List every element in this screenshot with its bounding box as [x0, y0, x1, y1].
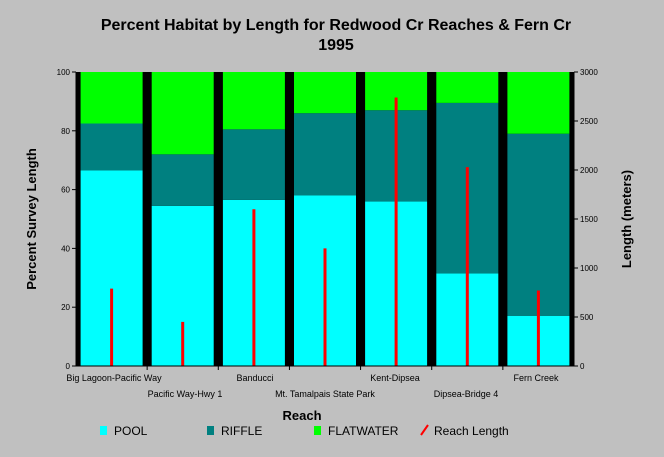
y-tick-label-2: 40 [61, 244, 70, 253]
bar-riffle-1 [151, 154, 214, 206]
bar-riffle-6 [507, 133, 570, 316]
category-label-1: Pacific Way-Hwy 1 [148, 389, 223, 399]
category-labels: Big Lagoon-Pacific Way Pacific Way-Hwy 1 B… [66, 358, 559, 399]
y2-tick-label-5: 2500 [580, 117, 598, 126]
legend-swatch-flatwater [314, 426, 321, 435]
category-label-3: Mt. Tamalpais State Park [275, 389, 375, 399]
bar-riffle-2 [222, 129, 285, 200]
y-tick-label-1: 20 [61, 303, 70, 312]
legend-swatch-pool [100, 426, 107, 435]
legend-label-1: RIFFLE [221, 424, 262, 438]
legend-label-0: POOL [114, 424, 148, 438]
bar-flatwater-3 [294, 72, 356, 114]
bar-riffle-3 [294, 113, 356, 196]
category-label-6: Fern Creek [513, 373, 559, 383]
chart-title-line2: 1995 [318, 37, 354, 54]
category-label-4: Kent-Dipsea [370, 373, 420, 383]
bar-riffle-0 [80, 123, 143, 171]
category-label-0: Big Lagoon-Pacific Way [66, 373, 162, 383]
x-axis-title: Reach [282, 408, 321, 423]
y-tick-label-4: 80 [61, 127, 70, 136]
bar-flatwater-0 [80, 72, 143, 124]
reach-length-lines [110, 97, 540, 366]
y2-tick-label-1: 500 [580, 313, 594, 322]
y-tick-label-0: 0 [66, 362, 71, 371]
y-axis-title: Percent Survey Length [24, 148, 39, 290]
category-label-5: Dipsea-Bridge 4 [434, 389, 499, 399]
legend-swatch-riffle [207, 426, 214, 435]
bar-flatwater-1 [151, 72, 214, 155]
bar-flatwater-5 [436, 72, 499, 103]
y2-tick-label-3: 1500 [580, 215, 598, 224]
bar-flatwater-2 [222, 72, 285, 130]
y2-axis-title: Length (meters) [619, 170, 634, 268]
y-tick-label-3: 60 [61, 186, 70, 195]
y2-tick-label-0: 0 [580, 362, 585, 371]
y2-tick-label-6: 3000 [580, 68, 598, 77]
chart-title-line1: Percent Habitat by Length for Redwood Cr… [101, 17, 571, 34]
right-axis-ticks: 0 500 1000 1500 2000 2500 3000 [574, 68, 598, 371]
legend: POOL RIFFLE FLATWATER Reach Length [100, 424, 509, 438]
bar-flatwater-6 [507, 72, 570, 134]
y2-tick-label-4: 2000 [580, 166, 598, 175]
y-tick-label-5: 100 [57, 68, 71, 77]
left-axis-ticks: 0 20 40 60 80 100 [57, 68, 76, 371]
legend-label-2: FLATWATER [328, 424, 399, 438]
legend-label-3: Reach Length [434, 424, 509, 438]
y2-tick-label-2: 1000 [580, 264, 598, 273]
legend-swatch-reach-length [420, 424, 429, 436]
category-label-2: Banducci [236, 373, 273, 383]
